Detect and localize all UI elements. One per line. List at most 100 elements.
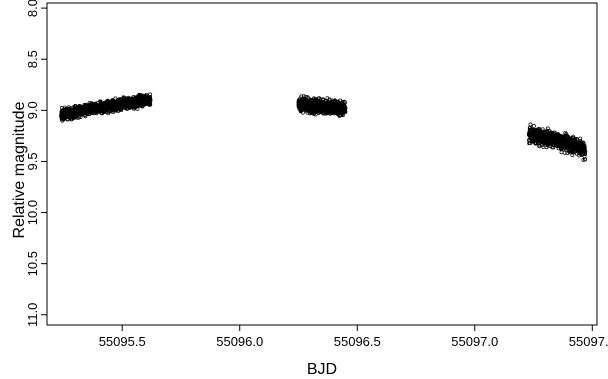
scatter-point bbox=[311, 111, 316, 116]
data-point bbox=[320, 104, 324, 109]
data-point bbox=[148, 98, 153, 103]
scatter-point bbox=[297, 98, 302, 103]
scatter-point bbox=[301, 94, 306, 99]
scatter-point bbox=[147, 102, 152, 107]
scatter-point bbox=[547, 133, 551, 138]
scatter-point bbox=[545, 143, 550, 148]
data-point bbox=[143, 98, 148, 103]
data-point bbox=[96, 106, 101, 111]
scatter-point bbox=[135, 94, 140, 99]
scatter-point bbox=[570, 153, 575, 157]
data-point bbox=[87, 107, 92, 112]
y-tick-label: 10.5 bbox=[25, 251, 40, 276]
y-tick-label: 11.0 bbox=[25, 303, 40, 327]
data-point bbox=[573, 144, 578, 149]
scatter-point bbox=[527, 141, 532, 146]
data-point bbox=[343, 106, 348, 111]
scatter-point bbox=[148, 92, 153, 97]
scatter-point bbox=[583, 157, 588, 162]
data-point bbox=[583, 149, 588, 154]
scatter-point bbox=[78, 115, 83, 120]
scatter-point bbox=[308, 110, 313, 115]
data-point bbox=[305, 103, 310, 108]
scatter-point bbox=[311, 102, 316, 107]
scatter-point bbox=[139, 101, 144, 105]
scatter-point bbox=[330, 98, 335, 103]
scatter-point bbox=[330, 110, 335, 115]
scatter-point bbox=[83, 113, 88, 117]
data-point bbox=[301, 102, 306, 107]
scatter-point bbox=[531, 123, 536, 128]
data-point bbox=[338, 106, 343, 111]
scatter-point bbox=[306, 96, 311, 101]
x-tick-label: 55095.5 bbox=[99, 334, 146, 349]
data-point bbox=[578, 146, 583, 151]
data-point bbox=[324, 105, 329, 110]
scatter-point bbox=[340, 99, 345, 104]
scatter-point bbox=[339, 107, 344, 112]
scatter-point bbox=[87, 105, 92, 110]
scatter-point bbox=[74, 109, 79, 114]
scatter-point bbox=[528, 122, 533, 127]
scatter-point bbox=[574, 151, 579, 156]
data-point bbox=[139, 99, 143, 104]
scatter-point bbox=[134, 104, 139, 109]
data-point bbox=[124, 101, 129, 106]
scatter-point bbox=[316, 96, 321, 101]
scatter-point bbox=[83, 102, 88, 107]
scatter-point bbox=[330, 101, 335, 106]
scatter-point bbox=[300, 110, 305, 115]
y-axis: 8.0 8.5 9.0 9.5 10.0 10.5 11.0 bbox=[25, 0, 47, 327]
scatter-point bbox=[551, 145, 556, 150]
series-2-points bbox=[296, 94, 348, 118]
data-point bbox=[310, 104, 315, 109]
scatter-point bbox=[125, 106, 130, 111]
scatter-point bbox=[537, 130, 542, 135]
data-point bbox=[536, 134, 541, 139]
data-point bbox=[110, 103, 115, 108]
y-axis-title: Relative magnitude bbox=[11, 101, 28, 238]
scatter-point bbox=[316, 108, 321, 113]
scatter-point bbox=[545, 126, 550, 131]
y-tick-label: 8.0 bbox=[25, 0, 40, 17]
scatter-point bbox=[135, 106, 140, 111]
data-point bbox=[315, 103, 320, 108]
scatter-point bbox=[580, 152, 585, 157]
scatter-point bbox=[334, 111, 339, 116]
data-points bbox=[59, 92, 588, 162]
y-tick-label: 8.5 bbox=[25, 50, 40, 68]
x-axis-title: BJD bbox=[307, 361, 337, 378]
scatter-point bbox=[574, 142, 579, 147]
scatter-point bbox=[139, 95, 144, 100]
data-point bbox=[559, 140, 564, 144]
scatter-point bbox=[565, 151, 570, 156]
data-point bbox=[569, 143, 574, 148]
series-1-points bbox=[59, 92, 153, 123]
y-tick-label: 10.0 bbox=[25, 200, 40, 225]
scatter-point bbox=[537, 144, 542, 149]
scatter-point bbox=[565, 139, 569, 144]
data-point bbox=[68, 112, 73, 117]
data-point bbox=[77, 109, 82, 114]
scatter-point bbox=[541, 144, 546, 149]
scatter-point bbox=[562, 150, 567, 155]
scatter-point bbox=[93, 101, 98, 106]
scatter-point bbox=[59, 117, 64, 122]
data-point bbox=[334, 105, 339, 110]
scatter-point bbox=[110, 104, 115, 109]
scatter-point bbox=[79, 106, 84, 111]
scatter-point bbox=[537, 128, 542, 133]
scatter-point bbox=[531, 128, 536, 132]
scatter-point bbox=[330, 105, 335, 110]
data-point bbox=[129, 101, 134, 106]
scatter-point bbox=[566, 134, 571, 139]
scatter-point bbox=[130, 96, 135, 101]
x-tick-label: 55097.0 bbox=[451, 334, 498, 349]
x-tick-label: 55096.5 bbox=[334, 334, 381, 349]
data-point bbox=[329, 104, 334, 109]
scatter-point bbox=[87, 111, 92, 116]
data-point bbox=[120, 102, 125, 107]
scatter-point bbox=[124, 99, 129, 104]
scatter-point bbox=[320, 100, 325, 105]
